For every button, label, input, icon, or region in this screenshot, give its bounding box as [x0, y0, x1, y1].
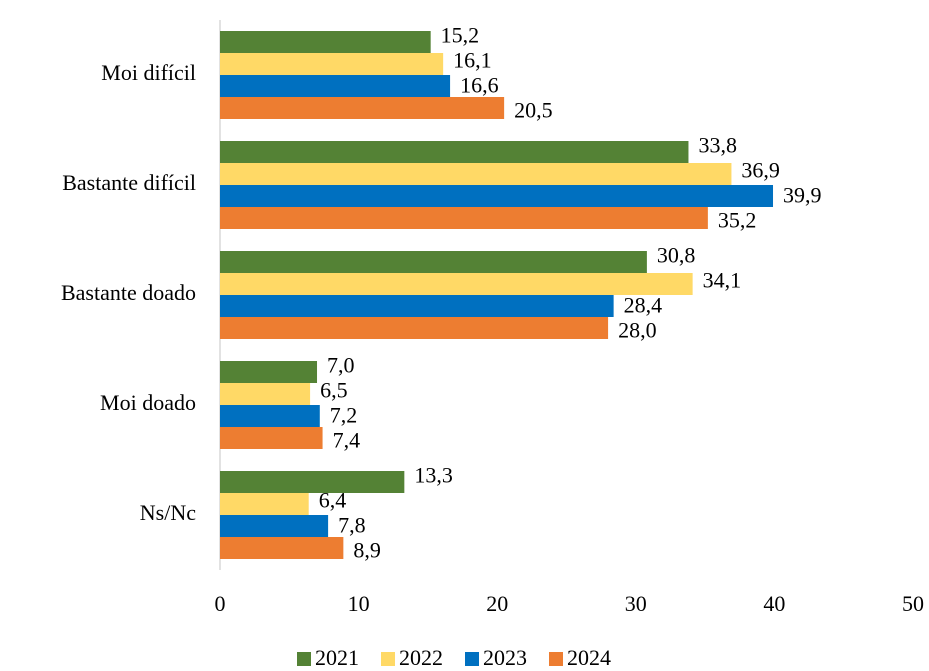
y-tick-label: Bastante difícil [62, 170, 196, 195]
bar [220, 251, 647, 273]
y-tick-label: Ns/Nc [140, 500, 196, 525]
value-label: 16,6 [460, 73, 499, 98]
bar [220, 493, 309, 515]
value-label: 7,0 [327, 353, 355, 378]
value-label: 28,0 [618, 318, 657, 343]
bar [220, 75, 451, 97]
value-label: 8,9 [353, 538, 381, 563]
bar [220, 405, 320, 427]
legend-swatch [381, 652, 395, 666]
value-label: 15,2 [441, 23, 480, 48]
bar [220, 53, 444, 75]
x-tick-label: 50 [902, 591, 924, 616]
bar [220, 207, 708, 229]
legend-swatch [465, 652, 479, 666]
y-tick-label: Bastante doado [61, 280, 196, 305]
value-label: 7,8 [338, 513, 366, 538]
value-label: 36,9 [741, 158, 780, 183]
legend-label: 2023 [483, 645, 527, 670]
bar [220, 185, 774, 207]
value-label: 7,2 [330, 403, 358, 428]
value-label: 20,5 [514, 98, 553, 123]
bar [220, 273, 693, 295]
bar [220, 537, 344, 559]
value-label: 34,1 [703, 268, 742, 293]
value-label: 39,9 [783, 183, 822, 208]
legend-label: 2022 [399, 645, 443, 670]
bar [220, 515, 329, 537]
bar [220, 383, 311, 405]
bar [220, 163, 732, 185]
x-tick-label: 20 [486, 591, 508, 616]
y-tick-label: Moi difícil [101, 60, 196, 85]
x-tick-label: 30 [625, 591, 647, 616]
value-label: 33,8 [698, 133, 737, 158]
value-label: 28,4 [624, 293, 663, 318]
value-label: 35,2 [718, 208, 757, 233]
bar [220, 31, 431, 53]
x-tick-label: 0 [215, 591, 226, 616]
legend-label: 2024 [567, 645, 611, 670]
bar [220, 97, 505, 119]
x-tick-label: 40 [763, 591, 785, 616]
value-label: 13,3 [414, 463, 453, 488]
bar [220, 471, 405, 493]
bar [220, 361, 318, 383]
y-tick-label: Moi doado [100, 390, 196, 415]
bar [220, 295, 614, 317]
legend-label: 2021 [315, 645, 359, 670]
x-tick-label: 10 [348, 591, 370, 616]
legend-swatch [297, 652, 311, 666]
bar [220, 427, 323, 449]
bar [220, 317, 609, 339]
value-label: 6,5 [320, 378, 348, 403]
legend-swatch [549, 652, 563, 666]
bar [220, 141, 689, 163]
value-label: 6,4 [319, 488, 347, 513]
value-label: 16,1 [453, 48, 492, 73]
value-label: 7,4 [333, 428, 361, 453]
value-label: 30,8 [657, 243, 696, 268]
